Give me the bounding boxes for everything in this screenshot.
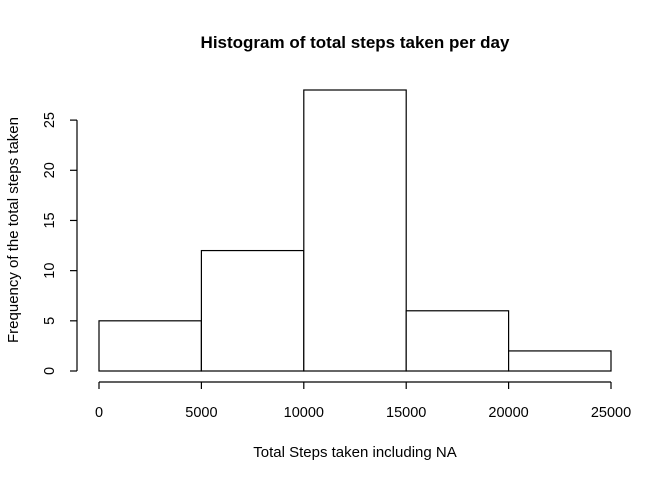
y-tick-label-0: 0 [42,367,58,375]
histogram-bar-3 [405,310,510,372]
histogram-bar-2 [303,89,407,372]
x-axis: 0 5000 10000 15000 20000 25000 [95,381,631,421]
histogram-bar-1 [200,249,305,372]
y-axis-label: Frequency of the total steps taken [5,117,22,343]
bars-layer [98,89,612,372]
x-axis-label: Total Steps taken including NA [253,444,456,461]
histogram-bar-0 [98,320,203,372]
y-axis: 0 5 10 15 20 25 [42,112,78,375]
chart-title: Histogram of total steps taken per day [201,33,510,52]
x-tick-label-4: 20000 [488,405,528,421]
y-tick-label-3: 15 [42,212,58,228]
x-tick-label-0: 0 [95,405,103,421]
x-tick-label-3: 15000 [386,405,426,421]
y-tick-label-5: 25 [42,112,58,128]
x-tick-label-1: 5000 [185,405,217,421]
y-tick-label-2: 10 [42,263,58,279]
x-tick-label-2: 10000 [284,405,324,421]
histogram-bar-4 [508,350,612,372]
y-tick-label-1: 5 [42,317,58,325]
y-tick-label-4: 20 [42,162,58,178]
x-tick-label-5: 25000 [591,405,631,421]
